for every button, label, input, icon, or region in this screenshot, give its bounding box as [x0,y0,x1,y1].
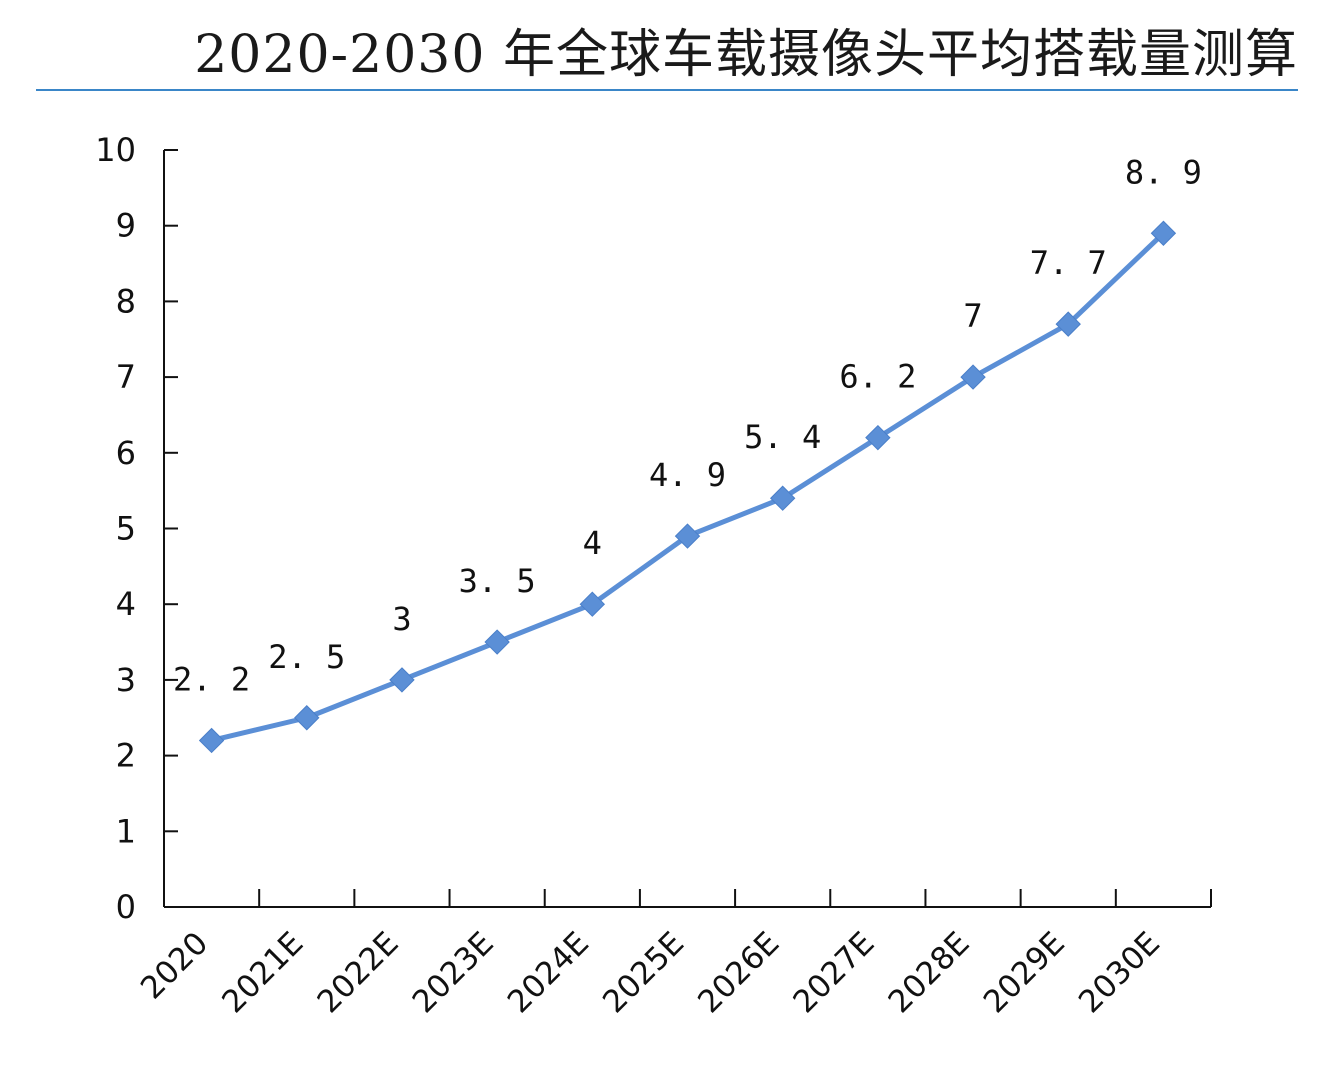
y-tick-label: 8 [116,282,136,320]
y-tick-label: 7 [116,358,136,396]
x-tick-label: 2021E [215,925,310,1020]
data-point-marker [769,485,796,511]
series-markers [198,220,1177,754]
title-underline [36,89,1298,91]
data-label: 7 [963,297,982,335]
x-tick-label: 2022E [311,925,406,1020]
data-point-marker [389,667,415,693]
data-label: 8. 9 [1125,153,1202,191]
data-label: 3 [392,600,411,638]
x-axis-ticks: 2020 2021E 2022E 2023E 2024E 2025E 2026E 2027E 2… [134,889,1212,1020]
data-label: 3. 5 [459,562,536,600]
y-tick-label: 1 [116,812,136,850]
x-tick-label: 2030E [1072,925,1167,1020]
y-tick-label: 2 [116,737,136,775]
y-axis-ticks: 0 1 2 3 4 5 6 7 8 9 10 [95,131,178,926]
data-label: 2. 2 [173,660,250,698]
y-tick-label: 4 [116,585,136,623]
data-point-marker [294,705,320,731]
data-point-marker [484,629,510,655]
x-tick-label: 2026E [691,925,786,1020]
data-point-marker [579,591,606,617]
data-label: 2. 5 [268,638,345,676]
y-tick-label: 9 [116,207,136,245]
data-point-marker [960,364,986,390]
data-label: 4. 9 [649,456,726,494]
data-point-marker [674,523,701,549]
y-tick-label: 5 [116,510,136,548]
x-tick-label: 2027E [786,925,881,1020]
y-tick-label: 10 [95,131,136,169]
x-tick-label: 2029E [977,925,1072,1020]
chart-title: 2020-2030 年全球车载摄像头平均搭载量测算 [194,25,1298,85]
data-point-marker [1150,220,1177,246]
y-tick-label: 3 [116,661,136,699]
data-point-marker [1055,311,1081,337]
x-tick-label: 2025E [596,925,691,1020]
data-labels: 2. 2 2. 5 3 3. 5 4 4. 9 5. 4 6. 2 7 7. 7 8. 9 [173,153,1202,698]
y-tick-label: 0 [116,888,136,926]
x-tick-label: 2028E [882,925,977,1020]
x-tick-label: 2023E [406,925,501,1020]
data-point-marker [198,727,225,754]
data-point-marker [865,424,891,451]
x-tick-label: 2024E [501,925,596,1020]
y-tick-label: 6 [116,434,136,472]
data-label: 7. 7 [1030,244,1107,282]
x-tick-label: 2020 [134,925,215,1006]
data-label: 4 [583,524,602,562]
data-label: 5. 4 [744,418,821,456]
data-label: 6. 2 [839,358,916,396]
